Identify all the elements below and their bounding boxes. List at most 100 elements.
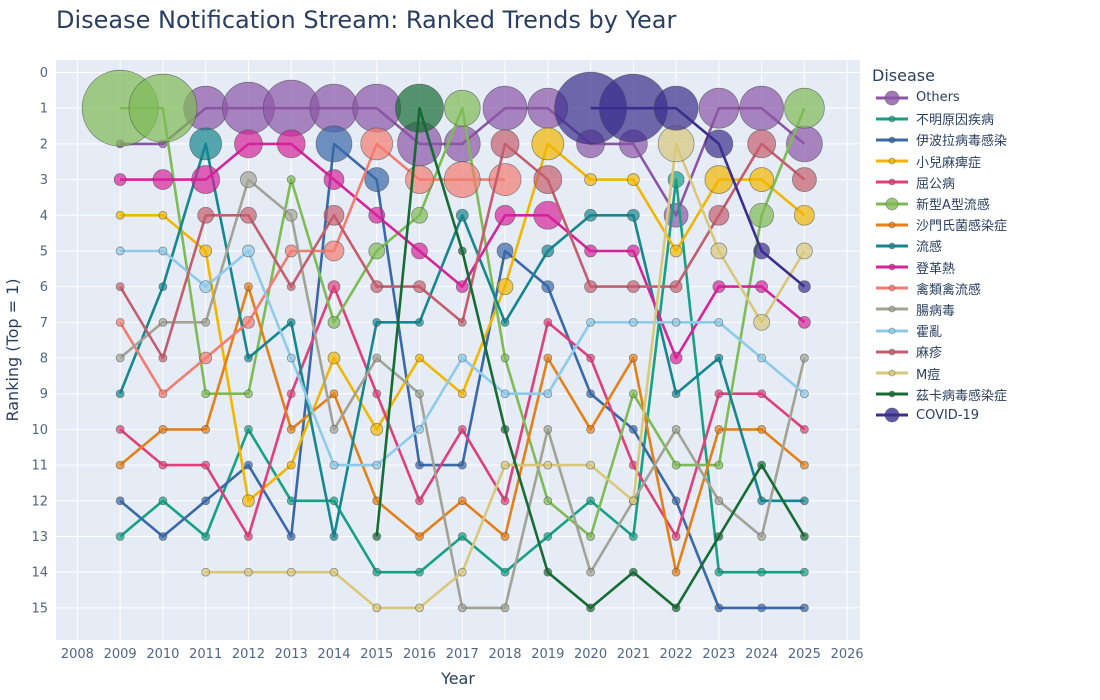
data-point[interactable] <box>329 532 339 541</box>
data-point[interactable] <box>197 206 215 224</box>
legend-item-disease-14[interactable]: M痘 <box>872 362 1092 383</box>
data-point[interactable] <box>747 129 777 159</box>
data-point[interactable] <box>443 125 481 163</box>
data-point[interactable] <box>490 129 520 159</box>
data-point[interactable] <box>628 425 638 434</box>
data-point[interactable] <box>543 389 553 399</box>
data-point[interactable] <box>152 169 174 190</box>
data-point[interactable] <box>712 280 726 294</box>
legend-item-disease-6[interactable]: 新型A型流感 <box>872 193 1092 214</box>
data-point[interactable] <box>543 425 553 434</box>
data-point[interactable] <box>753 242 771 260</box>
data-point[interactable] <box>372 389 382 399</box>
data-point[interactable] <box>586 460 595 470</box>
data-point[interactable] <box>415 532 424 541</box>
data-point[interactable] <box>714 567 724 577</box>
data-point[interactable] <box>628 389 638 399</box>
data-point[interactable] <box>714 460 724 470</box>
data-point[interactable] <box>739 85 785 131</box>
data-point[interactable] <box>584 208 597 222</box>
data-point[interactable] <box>309 83 359 133</box>
data-point[interactable] <box>242 244 255 258</box>
data-point[interactable] <box>457 353 467 363</box>
data-point[interactable] <box>244 389 253 399</box>
data-point[interactable] <box>800 496 809 506</box>
legend-item-others[interactable]: Others <box>872 87 1092 108</box>
data-point[interactable] <box>191 165 221 194</box>
data-point[interactable] <box>372 603 382 613</box>
legend-item-disease-3[interactable]: 伊波拉病毒感染 <box>872 129 1092 150</box>
data-point[interactable] <box>626 173 640 186</box>
legend-item-disease-5[interactable]: 屈公病 <box>872 172 1092 193</box>
data-point[interactable] <box>201 496 211 506</box>
data-point[interactable] <box>158 282 168 292</box>
data-point[interactable] <box>323 204 345 226</box>
data-point[interactable] <box>494 204 516 226</box>
data-point[interactable] <box>792 167 817 192</box>
data-point[interactable] <box>757 389 767 399</box>
data-point[interactable] <box>543 353 553 363</box>
data-point[interactable] <box>671 425 681 434</box>
data-point[interactable] <box>315 125 353 163</box>
data-point[interactable] <box>669 280 683 294</box>
data-point[interactable] <box>671 389 681 399</box>
data-point[interactable] <box>415 567 424 577</box>
data-point[interactable] <box>671 460 681 470</box>
data-point[interactable] <box>284 244 298 258</box>
data-point[interactable] <box>457 532 467 541</box>
data-point[interactable] <box>240 171 257 188</box>
legend-item-covid-19[interactable]: COVID-19 <box>872 405 1092 426</box>
data-point[interactable] <box>757 353 767 363</box>
data-point[interactable] <box>201 567 211 577</box>
data-point[interactable] <box>158 425 168 434</box>
data-point[interactable] <box>372 317 382 327</box>
data-point[interactable] <box>415 317 424 327</box>
data-point[interactable] <box>415 496 424 506</box>
data-point[interactable] <box>276 129 306 159</box>
data-point[interactable] <box>240 206 257 224</box>
data-point[interactable] <box>158 389 168 399</box>
data-point[interactable] <box>800 603 809 613</box>
data-point[interactable] <box>115 425 125 434</box>
data-point[interactable] <box>372 532 382 541</box>
data-point[interactable] <box>531 127 565 161</box>
data-point[interactable] <box>586 389 595 399</box>
data-point[interactable] <box>669 244 683 258</box>
data-point[interactable] <box>244 282 253 292</box>
data-point[interactable] <box>757 532 767 541</box>
data-point[interactable] <box>457 603 467 613</box>
data-point[interactable] <box>158 460 168 470</box>
data-point[interactable] <box>455 280 469 294</box>
data-point[interactable] <box>115 282 125 292</box>
data-point[interactable] <box>115 210 125 220</box>
data-point[interactable] <box>201 460 211 470</box>
data-point[interactable] <box>370 423 384 436</box>
data-point[interactable] <box>586 603 595 613</box>
data-point[interactable] <box>199 351 213 365</box>
data-point[interactable] <box>671 603 681 613</box>
data-point[interactable] <box>800 353 809 363</box>
data-point[interactable] <box>443 89 481 127</box>
data-point[interactable] <box>496 242 514 260</box>
data-point[interactable] <box>798 280 811 294</box>
data-point[interactable] <box>158 210 168 220</box>
data-point[interactable] <box>286 282 296 292</box>
data-point[interactable] <box>586 425 595 434</box>
data-point[interactable] <box>714 317 724 327</box>
data-point[interactable] <box>115 317 125 327</box>
data-point[interactable] <box>800 567 809 577</box>
data-point[interactable] <box>189 127 223 161</box>
data-point[interactable] <box>158 532 168 541</box>
data-point[interactable] <box>500 389 510 399</box>
data-point[interactable] <box>628 496 638 506</box>
data-point[interactable] <box>286 353 296 363</box>
data-point[interactable] <box>327 315 341 329</box>
data-point[interactable] <box>628 353 638 363</box>
data-point[interactable] <box>368 206 386 224</box>
data-point[interactable] <box>415 603 424 613</box>
data-point[interactable] <box>708 204 730 226</box>
legend-item-disease-13[interactable]: 麻疹 <box>872 341 1092 362</box>
data-point[interactable] <box>158 353 168 363</box>
data-point[interactable] <box>443 161 481 198</box>
